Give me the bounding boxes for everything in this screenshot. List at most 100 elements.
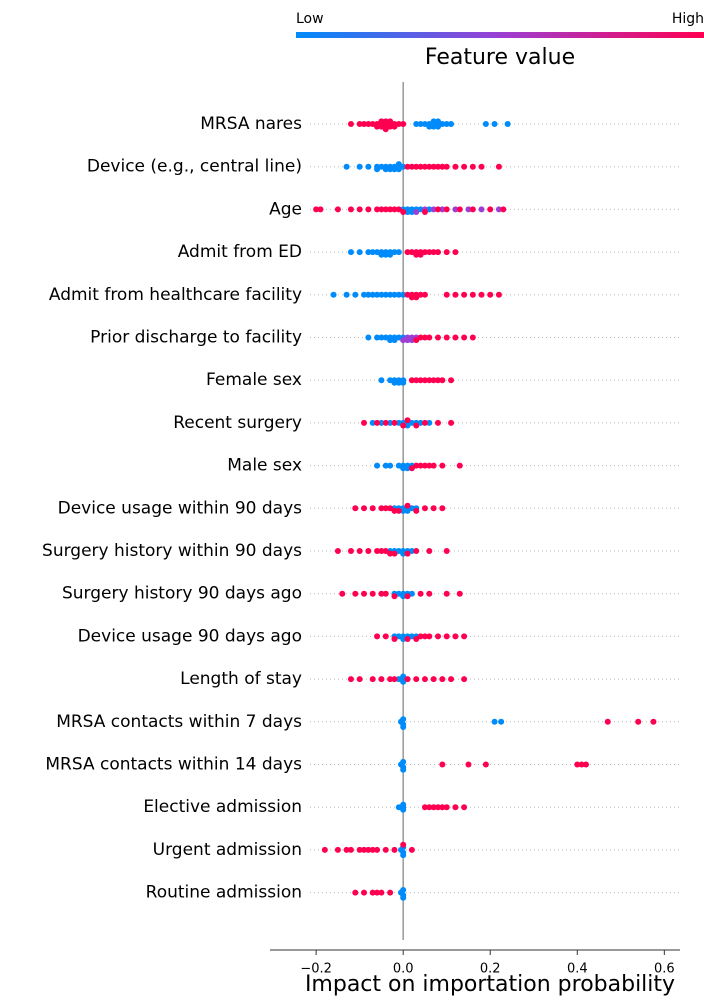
dot [421, 419, 428, 426]
dot [491, 121, 498, 127]
dot [391, 846, 398, 853]
dot [482, 761, 489, 768]
dot [356, 249, 363, 256]
dot [395, 804, 402, 811]
dot [426, 548, 433, 554]
dot [491, 718, 498, 725]
dot [443, 804, 450, 811]
dot [395, 633, 402, 640]
dot [426, 633, 433, 640]
dot [430, 123, 437, 130]
dot [469, 291, 476, 298]
dot [452, 291, 459, 298]
dot [582, 761, 589, 768]
dot [400, 724, 407, 730]
dot [439, 804, 446, 811]
dot [430, 206, 437, 213]
dot [382, 548, 389, 554]
dot [378, 334, 385, 341]
dot [408, 548, 415, 554]
feature-label: Elective admission [143, 797, 302, 817]
dot [404, 507, 411, 514]
feature-label: Admit from healthcare facility [49, 285, 302, 305]
dot [391, 550, 398, 557]
dot [391, 123, 398, 130]
feature-label: Age [269, 199, 302, 219]
dot [495, 206, 502, 213]
dot [343, 163, 350, 170]
dot [487, 206, 494, 213]
dot [426, 590, 433, 597]
dot [461, 163, 468, 170]
dot [421, 804, 428, 811]
dot [347, 121, 354, 127]
dot [417, 251, 424, 258]
dot [365, 846, 372, 853]
dot [430, 676, 437, 683]
dot [430, 163, 437, 170]
dot [365, 163, 372, 170]
dot [369, 419, 376, 426]
dot [374, 889, 381, 896]
feature-label: Urgent admission [153, 840, 302, 860]
dot [413, 337, 420, 344]
dot [435, 334, 442, 341]
dot [443, 249, 450, 256]
dot [378, 505, 385, 512]
dot [435, 419, 442, 426]
dot [334, 206, 341, 213]
dot [495, 163, 502, 170]
dot [413, 377, 420, 384]
colorbar-low: Low [296, 11, 324, 27]
dot [361, 121, 368, 127]
dot [391, 166, 398, 173]
feature-label: MRSA nares [200, 114, 302, 134]
dot [387, 337, 394, 344]
dot [382, 846, 389, 853]
dot [413, 251, 420, 258]
dot [439, 163, 446, 170]
dot [387, 291, 394, 298]
dot [382, 166, 389, 173]
dot [369, 889, 376, 896]
dot [400, 550, 407, 557]
dot [356, 163, 363, 170]
x-axis-label: Impact on importation probability [305, 972, 675, 997]
dot [361, 419, 368, 426]
dot [378, 206, 385, 213]
dot [387, 889, 394, 896]
dot [448, 377, 455, 384]
dot [408, 419, 415, 426]
dot [478, 291, 485, 298]
dot [461, 804, 468, 811]
dot [439, 121, 446, 127]
x-tick-label: 0.4 [567, 962, 588, 977]
dot [408, 505, 415, 512]
dot [417, 291, 424, 298]
dot [417, 121, 424, 127]
dot [435, 163, 442, 170]
x-tick-label: 0.6 [654, 962, 675, 977]
dot [382, 633, 389, 640]
dot [435, 377, 442, 384]
feature-label: Surgery history 90 days ago [62, 584, 302, 604]
dot [439, 761, 446, 768]
dot [400, 801, 407, 808]
dot [417, 419, 424, 426]
dot [347, 846, 354, 853]
dot [417, 462, 424, 469]
dot [369, 505, 376, 512]
dot [330, 291, 337, 298]
dot [382, 206, 389, 213]
dot [400, 465, 407, 472]
dot [387, 118, 394, 125]
dot [452, 334, 459, 341]
dot [400, 673, 407, 680]
dot [378, 676, 385, 683]
dot [365, 548, 372, 554]
dot [391, 249, 398, 256]
dot [395, 161, 402, 168]
dot [400, 887, 407, 893]
dot [313, 206, 320, 213]
feature-label: Device usage 90 days ago [78, 626, 302, 646]
